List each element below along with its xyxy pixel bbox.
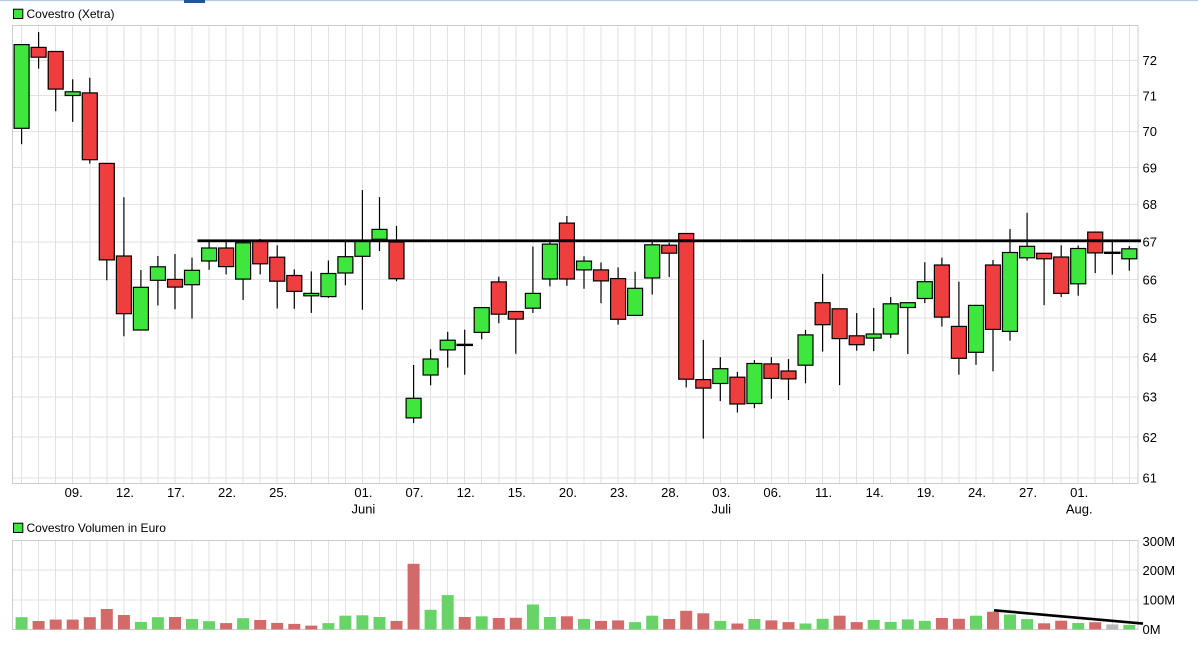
svg-text:65: 65 xyxy=(1143,311,1157,326)
svg-text:Juli: Juli xyxy=(712,502,732,517)
svg-text:72: 72 xyxy=(1143,53,1157,68)
svg-text:62: 62 xyxy=(1143,430,1157,445)
svg-text:19.: 19. xyxy=(917,485,935,500)
svg-text:09.: 09. xyxy=(65,485,83,500)
svg-text:70: 70 xyxy=(1143,124,1157,139)
svg-text:28.: 28. xyxy=(661,485,679,500)
svg-text:69: 69 xyxy=(1143,160,1157,175)
svg-text:01.: 01. xyxy=(354,485,372,500)
svg-text:Juni: Juni xyxy=(351,502,375,517)
svg-text:06.: 06. xyxy=(763,485,781,500)
svg-text:0M: 0M xyxy=(1143,622,1161,637)
svg-text:07.: 07. xyxy=(406,485,424,500)
svg-text:64: 64 xyxy=(1143,350,1157,365)
svg-text:67: 67 xyxy=(1143,235,1157,250)
svg-text:15.: 15. xyxy=(508,485,526,500)
svg-text:27.: 27. xyxy=(1019,485,1037,500)
svg-text:Covestro Volumen in Euro: Covestro Volumen in Euro xyxy=(27,521,167,535)
svg-text:17.: 17. xyxy=(167,485,185,500)
svg-text:03.: 03. xyxy=(712,485,730,500)
svg-text:200M: 200M xyxy=(1143,563,1176,578)
svg-text:300M: 300M xyxy=(1143,534,1176,549)
svg-text:71: 71 xyxy=(1143,88,1157,103)
svg-text:Aug.: Aug. xyxy=(1066,502,1093,517)
svg-text:01.: 01. xyxy=(1070,485,1088,500)
svg-text:Covestro (Xetra): Covestro (Xetra) xyxy=(27,7,115,21)
svg-text:24.: 24. xyxy=(968,485,986,500)
svg-text:100M: 100M xyxy=(1143,593,1176,608)
svg-text:11.: 11. xyxy=(815,485,832,500)
svg-text:20.: 20. xyxy=(559,485,577,500)
svg-text:63: 63 xyxy=(1143,390,1157,405)
svg-text:68: 68 xyxy=(1143,197,1157,212)
svg-text:61: 61 xyxy=(1143,471,1157,486)
svg-text:66: 66 xyxy=(1143,272,1157,287)
svg-text:12.: 12. xyxy=(116,485,134,500)
svg-text:14.: 14. xyxy=(866,485,884,500)
svg-text:23.: 23. xyxy=(610,485,628,500)
svg-text:22.: 22. xyxy=(218,485,236,500)
svg-text:12.: 12. xyxy=(457,485,475,500)
svg-text:25.: 25. xyxy=(269,485,287,500)
